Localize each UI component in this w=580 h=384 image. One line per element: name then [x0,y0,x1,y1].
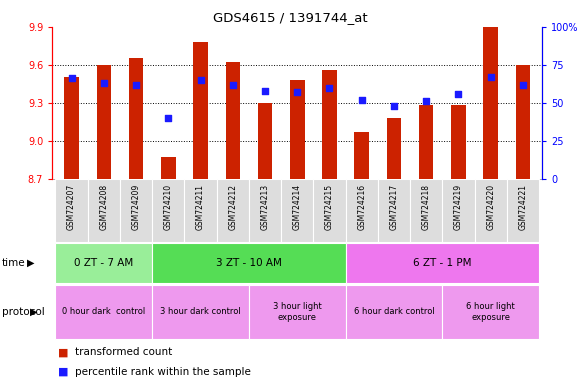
Text: 3 hour dark control: 3 hour dark control [160,308,241,316]
Text: GSM724219: GSM724219 [454,184,463,230]
Bar [161,157,176,179]
Bar [258,103,272,179]
Point [164,115,173,121]
Bar [346,243,539,283]
Bar [64,78,79,179]
Bar [507,179,539,242]
Bar [152,285,249,339]
Text: ▶: ▶ [30,307,38,317]
Bar [354,132,369,179]
Bar [346,285,443,339]
Bar [193,42,208,179]
Point [454,91,463,97]
Text: GSM724213: GSM724213 [260,184,270,230]
Bar [346,179,378,242]
Point [519,81,528,88]
Point [99,80,108,86]
Text: ■: ■ [58,366,68,377]
Bar [474,179,507,242]
Text: GSM724218: GSM724218 [422,184,431,230]
Bar [56,179,88,242]
Text: ▶: ▶ [27,258,35,268]
Text: 6 ZT - 1 PM: 6 ZT - 1 PM [413,258,472,268]
Bar [56,285,152,339]
Bar [184,179,217,242]
Bar [249,285,346,339]
Bar [313,179,346,242]
Bar [484,27,498,179]
Text: GSM724216: GSM724216 [357,184,366,230]
Bar [419,105,433,179]
Point [67,75,76,81]
Text: transformed count: transformed count [75,347,173,358]
Text: GSM724209: GSM724209 [132,184,140,230]
Text: GSM724214: GSM724214 [293,184,302,230]
Bar [410,179,443,242]
Bar [249,179,281,242]
Text: GSM724207: GSM724207 [67,184,76,230]
Bar [120,179,152,242]
Text: GSM724217: GSM724217 [390,184,398,230]
Bar [387,118,401,179]
Bar [129,58,143,179]
Bar [322,70,337,179]
Bar [96,65,111,179]
Point [357,97,367,103]
Text: GSM724220: GSM724220 [486,184,495,230]
Bar [451,105,466,179]
Point [196,77,205,83]
Bar [152,243,346,283]
Point [325,84,334,91]
Point [228,81,237,88]
Text: GSM724215: GSM724215 [325,184,334,230]
Point [132,81,141,88]
Bar [516,65,530,179]
Text: 6 hour dark control: 6 hour dark control [354,308,434,316]
Bar [443,179,474,242]
Text: GSM724210: GSM724210 [164,184,173,230]
Text: time: time [2,258,26,268]
Point [260,88,270,94]
Bar [217,179,249,242]
Text: ■: ■ [58,347,68,358]
Bar [290,80,304,179]
Bar [443,285,539,339]
Bar [281,179,313,242]
Text: protocol: protocol [2,307,45,317]
Text: 3 ZT - 10 AM: 3 ZT - 10 AM [216,258,282,268]
Text: 3 hour light
exposure: 3 hour light exposure [273,302,322,322]
Point [292,89,302,95]
Text: GSM724212: GSM724212 [229,184,237,230]
Text: percentile rank within the sample: percentile rank within the sample [75,366,251,377]
Text: 6 hour light
exposure: 6 hour light exposure [466,302,515,322]
Point [486,74,495,80]
Point [422,98,431,104]
Text: 0 ZT - 7 AM: 0 ZT - 7 AM [74,258,133,268]
Bar [152,179,184,242]
Text: GSM724211: GSM724211 [196,184,205,230]
Bar [88,179,120,242]
Bar [56,243,152,283]
Text: GDS4615 / 1391744_at: GDS4615 / 1391744_at [213,12,367,25]
Text: GSM724221: GSM724221 [519,184,527,230]
Text: 0 hour dark  control: 0 hour dark control [62,308,146,316]
Bar [226,62,240,179]
Text: GSM724208: GSM724208 [99,184,108,230]
Point [389,103,398,109]
Bar [378,179,410,242]
